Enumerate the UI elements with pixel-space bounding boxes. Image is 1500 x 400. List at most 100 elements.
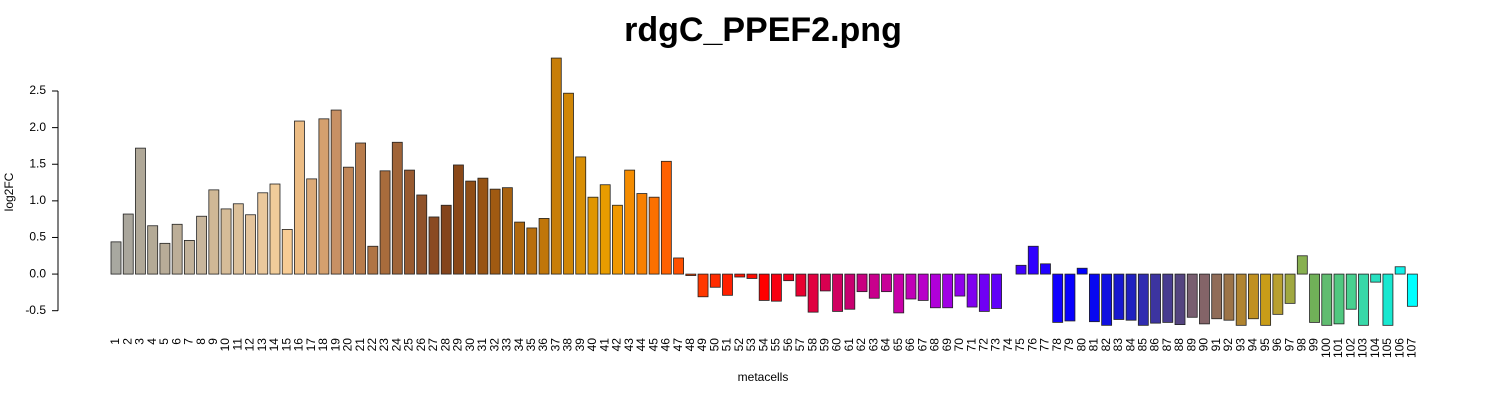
bar xyxy=(135,147,146,275)
bar xyxy=(1137,273,1149,326)
bar xyxy=(636,193,648,275)
bar xyxy=(269,183,281,275)
bar xyxy=(807,273,819,313)
x-tick-label: 28 xyxy=(438,338,452,352)
x-tick-label: 75 xyxy=(1013,338,1027,352)
bar xyxy=(477,177,489,275)
x-tick-label: 23 xyxy=(377,338,391,352)
bar xyxy=(783,273,795,282)
bar xyxy=(514,221,525,275)
bar xyxy=(1064,273,1076,322)
x-tick-label: 107 xyxy=(1405,338,1419,358)
x-tick-label: 32 xyxy=(487,338,501,352)
x-tick-label: 65 xyxy=(891,338,905,352)
bar xyxy=(1089,273,1100,323)
x-tick-label: 76 xyxy=(1025,338,1039,352)
x-tick-label: 14 xyxy=(267,338,281,352)
x-tick-label: 54 xyxy=(756,338,770,352)
x-tick-label: 46 xyxy=(659,338,673,352)
x-tick-label: 66 xyxy=(903,338,917,352)
bar xyxy=(905,273,917,300)
bar xyxy=(893,273,905,314)
x-tick-label: 61 xyxy=(842,338,856,352)
x-tick-label: 95 xyxy=(1258,338,1272,352)
bar xyxy=(685,273,697,276)
bar xyxy=(881,273,892,293)
bar xyxy=(612,204,623,275)
x-tick-label: 52 xyxy=(732,338,746,352)
bar xyxy=(917,273,929,301)
bar xyxy=(440,204,452,275)
x-tick-label: 3 xyxy=(133,338,147,345)
bar xyxy=(954,273,966,297)
bar xyxy=(538,218,550,275)
x-tick-label: 103 xyxy=(1356,338,1370,358)
x-tick-label: 104 xyxy=(1368,338,1382,358)
bar xyxy=(771,273,782,302)
x-tick-label: 101 xyxy=(1331,338,1345,358)
x-tick-label: 102 xyxy=(1343,338,1357,358)
bar xyxy=(1199,273,1210,325)
bar xyxy=(758,273,770,301)
x-tick-label: 24 xyxy=(389,338,403,352)
bar xyxy=(110,241,122,275)
x-tick-label: 37 xyxy=(548,338,562,352)
x-tick-label: 70 xyxy=(952,338,966,352)
x-tick-label: 73 xyxy=(989,338,1003,352)
bar xyxy=(1296,255,1308,275)
x-tick-label: 88 xyxy=(1172,338,1186,352)
bar xyxy=(245,214,256,275)
x-tick-label: 10 xyxy=(218,338,232,352)
x-tick-label: 7 xyxy=(182,338,196,345)
x-tick-label: 6 xyxy=(169,338,183,345)
bar xyxy=(1174,273,1186,326)
bar xyxy=(1333,273,1345,325)
bar xyxy=(1150,273,1161,324)
bar xyxy=(1382,273,1394,326)
x-tick-label: 63 xyxy=(866,338,880,352)
x-tick-label: 81 xyxy=(1087,338,1101,352)
bar xyxy=(1027,245,1039,275)
x-tick-label: 56 xyxy=(781,338,795,352)
y-tick-label: 0.5 xyxy=(29,230,46,244)
x-tick-label: 58 xyxy=(805,338,819,352)
bar xyxy=(930,273,941,309)
x-tick-label: 19 xyxy=(328,338,342,352)
x-tick-label: 38 xyxy=(561,338,575,352)
bar xyxy=(1040,263,1051,275)
y-tick-label: 2.0 xyxy=(29,120,46,134)
x-tick-label: 105 xyxy=(1380,338,1394,358)
bar xyxy=(367,245,379,275)
x-tick-label: 100 xyxy=(1319,338,1333,358)
bar xyxy=(330,109,342,275)
x-tick-label: 51 xyxy=(720,338,734,352)
x-tick-label: 44 xyxy=(634,338,648,352)
bar xyxy=(306,178,318,275)
bar xyxy=(1162,273,1174,323)
bar xyxy=(1235,273,1247,326)
bar xyxy=(1223,273,1235,321)
x-tick-label: 98 xyxy=(1294,338,1308,352)
bar xyxy=(404,169,415,275)
x-tick-label: 82 xyxy=(1099,338,1113,352)
x-tick-label: 31 xyxy=(475,338,489,352)
x-tick-label: 79 xyxy=(1062,338,1076,352)
bar xyxy=(465,180,477,275)
x-tick-label: 80 xyxy=(1074,338,1088,352)
x-tick-label: 9 xyxy=(206,338,220,345)
bar xyxy=(526,227,538,275)
x-tick-label: 15 xyxy=(279,338,293,352)
x-tick-label: 77 xyxy=(1038,338,1052,352)
bar xyxy=(1260,273,1272,326)
bar xyxy=(868,273,880,299)
bar xyxy=(1052,273,1064,323)
bar xyxy=(1272,273,1284,315)
bar xyxy=(819,273,831,292)
bar xyxy=(1015,264,1027,275)
x-tick-label: 92 xyxy=(1221,338,1235,352)
bar xyxy=(575,156,587,275)
bar xyxy=(1284,273,1296,304)
bar xyxy=(501,187,513,275)
x-tick-label: 36 xyxy=(536,338,550,352)
bar xyxy=(648,196,660,275)
